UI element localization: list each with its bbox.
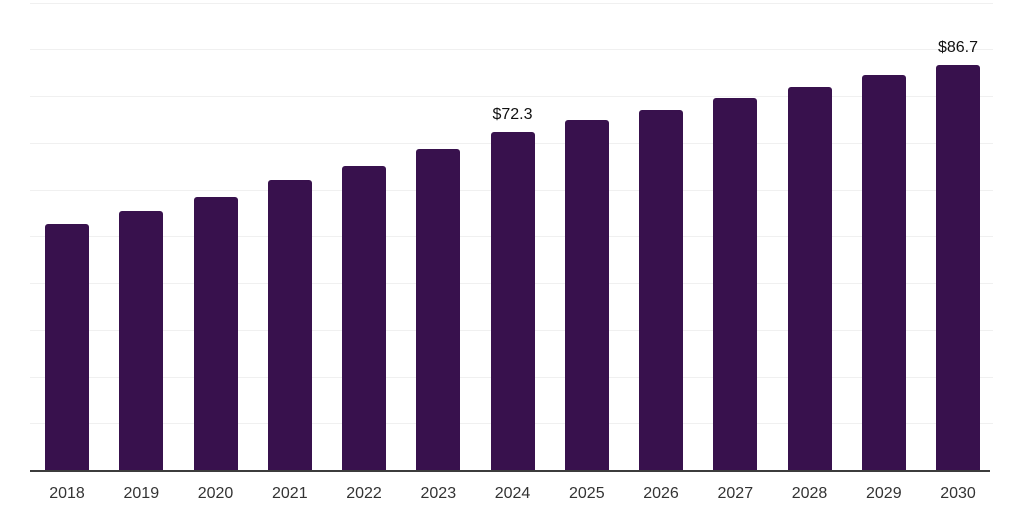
bar-2022	[342, 165, 386, 470]
bar-2025	[564, 120, 609, 470]
bar-2018	[45, 224, 89, 470]
gridline-90	[30, 49, 993, 51]
bar-value-label-2030: $86.7	[937, 38, 979, 56]
x-tick-label-2026: 2026	[643, 485, 679, 502]
x-tick-label-2029: 2029	[866, 485, 902, 502]
bar-2027	[713, 98, 758, 470]
bar-2021	[267, 180, 312, 470]
x-tick-label-2022: 2022	[346, 485, 382, 502]
x-axis-line	[30, 470, 990, 472]
bar-2030	[936, 64, 980, 470]
gridline-80	[30, 96, 993, 97]
x-tick-label-2021: 2021	[272, 485, 308, 502]
bar-2019	[119, 211, 164, 470]
bar-value-label-2024: $72.3	[492, 106, 533, 123]
bar-2029	[861, 75, 906, 470]
x-tick-label-2023: 2023	[420, 485, 457, 502]
x-tick-label-2027: 2027	[717, 485, 754, 502]
bar-2028	[787, 87, 832, 470]
x-tick-label-2024: 2024	[494, 485, 531, 502]
x-tick-label-2025: 2025	[569, 485, 605, 502]
x-tick-label-2019: 2019	[123, 485, 160, 502]
gridline-100	[30, 2, 993, 4]
bar-2023	[416, 149, 461, 470]
bar-2026	[639, 109, 683, 470]
bar-2024	[490, 132, 535, 470]
bar-2020	[193, 197, 238, 470]
x-tick-label-2028: 2028	[791, 485, 828, 502]
x-tick-label-2018: 2018	[49, 485, 85, 502]
x-tick-label-2020: 2020	[197, 485, 234, 502]
x-tick-label-2030: 2030	[940, 485, 976, 502]
